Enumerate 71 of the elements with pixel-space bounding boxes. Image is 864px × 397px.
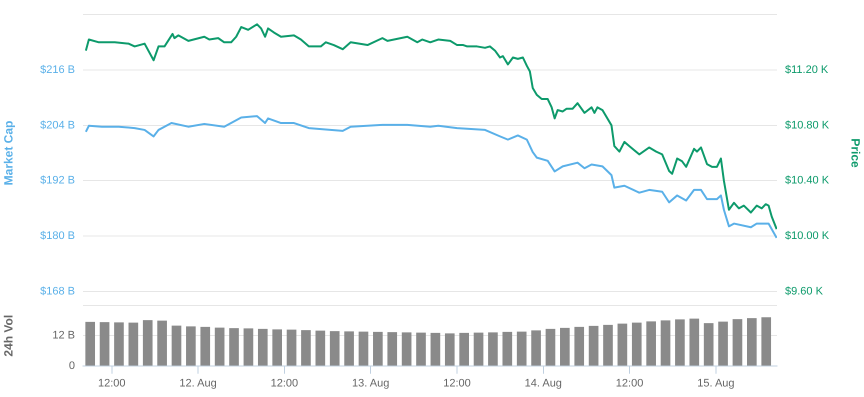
bar [588, 326, 598, 366]
bar [732, 319, 742, 366]
y-tick-label: 12 B [52, 330, 75, 342]
y2-axis-title: Price [848, 138, 862, 168]
y2-tick-label: $9.60 K [785, 285, 824, 298]
y2-tick-label: $10.40 K [785, 174, 830, 187]
y-tick-label: $192 B [40, 174, 75, 187]
bar [358, 332, 368, 366]
x-tick-label: 13. Aug [352, 377, 390, 390]
y-tick-label: 0 [68, 360, 75, 372]
bar [114, 322, 124, 366]
bar [373, 332, 383, 366]
bar [747, 318, 757, 366]
bar [258, 328, 268, 366]
x-tick-label: 12:00 [616, 377, 644, 390]
bar [172, 326, 182, 366]
bar [387, 332, 398, 366]
bar [229, 328, 239, 366]
bar [272, 329, 282, 366]
bar [330, 331, 340, 366]
bar [100, 322, 110, 366]
bar [416, 332, 426, 366]
y-tick-label: $204 B [40, 119, 75, 132]
bar [516, 332, 527, 366]
bar [430, 332, 440, 366]
bar [85, 322, 96, 366]
bar [574, 326, 584, 366]
y2-tick-label: $11.20 K [785, 64, 829, 76]
bar [502, 332, 512, 366]
bar [560, 328, 570, 366]
bar [704, 323, 714, 366]
y-tick-label: $216 B [40, 64, 75, 76]
bar [301, 330, 311, 366]
bar [214, 328, 224, 366]
bar [459, 332, 469, 366]
bar [660, 320, 670, 366]
bar [344, 331, 354, 366]
bar [718, 322, 728, 366]
bar [444, 333, 455, 366]
bar [546, 328, 556, 366]
y-axis-title: Market Cap [2, 120, 16, 186]
y2-tick-label: $10.80 K [785, 119, 830, 132]
bar [675, 319, 685, 366]
bar [488, 332, 498, 366]
bar [761, 317, 772, 366]
bar [142, 320, 153, 366]
bar [200, 326, 210, 366]
bar [646, 321, 656, 366]
y2-tick-label: $10.00 K [785, 230, 830, 242]
bar [603, 324, 613, 366]
bar [244, 328, 254, 366]
bar [618, 324, 628, 366]
bar [128, 322, 138, 366]
x-tick-label: 12:00 [98, 377, 126, 390]
bar [186, 326, 196, 366]
bar [402, 332, 412, 366]
x-tick-label: 14. Aug [524, 377, 562, 390]
bar [157, 320, 167, 366]
bar [632, 322, 642, 366]
x-tick-label: 15. Aug [697, 377, 735, 390]
x-tick-label: 12. Aug [179, 377, 217, 390]
y-axis-title: 24h Vol [2, 314, 16, 357]
bar [474, 332, 484, 366]
y-tick-label: $180 B [40, 230, 75, 242]
x-tick-label: 12:00 [270, 377, 298, 390]
bar [531, 330, 541, 366]
bar [286, 330, 296, 366]
bar [689, 318, 700, 366]
x-tick-label: 12:00 [443, 377, 471, 390]
y-tick-label: $168 B [40, 285, 75, 298]
bar [315, 330, 326, 366]
